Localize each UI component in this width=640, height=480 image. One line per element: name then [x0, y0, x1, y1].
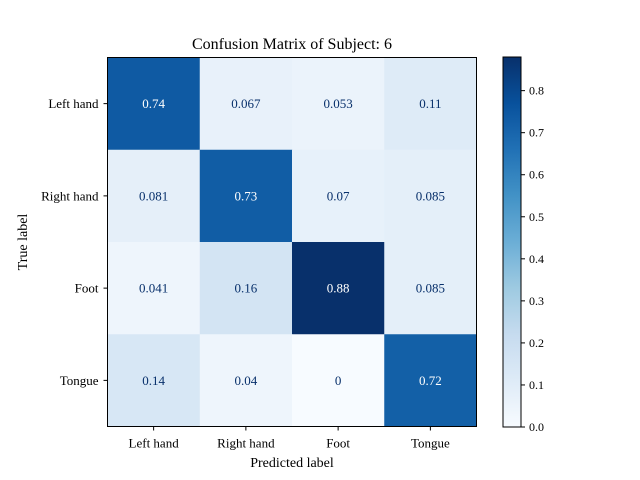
cell-value-label: 0 — [335, 373, 342, 388]
colorbar-tick-label: 0.1 — [529, 378, 544, 392]
cell-value-label: 0.07 — [327, 188, 350, 203]
heatmap-cell — [292, 149, 385, 243]
heatmap-cell — [384, 149, 477, 243]
y-axis-label: True label — [16, 214, 31, 271]
cell-value-label: 0.081 — [139, 188, 168, 203]
cell-value-label: 0.053 — [324, 96, 353, 111]
heatmap-cell — [384, 334, 477, 427]
plot-frame — [107, 57, 477, 427]
heatmap-cell — [292, 57, 385, 151]
x-axis-ticks: Left hand Right hand Foot Tongue — [129, 426, 450, 451]
heatmap-cell — [199, 334, 293, 427]
y-axis-ticks: Left hand Right hand Foot Tongue — [41, 96, 108, 388]
cell-value-label: 0.72 — [419, 373, 442, 388]
cell-value-label: 0.16 — [235, 281, 258, 296]
cell-value-label: 0.14 — [142, 373, 165, 388]
colorbar-tick-label: 0.3 — [529, 294, 544, 308]
colorbar-tick-label: 0.8 — [529, 84, 544, 98]
x-tick-label: Left hand — [129, 436, 180, 451]
cell-value-label: 0.04 — [235, 373, 258, 388]
colorbar-tick-label: 0.7 — [529, 126, 544, 140]
cell-value-label: 0.11 — [419, 96, 441, 111]
cell-value-label: 0.085 — [416, 188, 445, 203]
heatmap-cell — [384, 242, 477, 335]
colorbar-tick-label: 0.0 — [529, 420, 544, 434]
heatmap-cell — [292, 334, 385, 427]
y-tick-label: Tongue — [60, 373, 99, 388]
x-axis-label: Predicted label — [250, 456, 334, 471]
cell-value-label: 0.88 — [327, 281, 350, 296]
cell-value-label: 0.041 — [139, 281, 168, 296]
heatmap-cell — [107, 242, 201, 335]
cell-value-label: 0.085 — [416, 281, 445, 296]
heatmap-cell — [107, 57, 201, 151]
x-tick-label: Tongue — [411, 436, 450, 451]
cell-value-label: 0.74 — [142, 96, 165, 111]
y-tick-label: Right hand — [41, 188, 99, 203]
heatmap-cell — [384, 57, 477, 151]
heatmap-cell — [107, 334, 201, 427]
heatmap-cell — [199, 149, 293, 243]
colorbar-tick-label: 0.4 — [529, 252, 544, 266]
colorbar-tick-label: 0.2 — [529, 336, 544, 350]
colorbar-ticks: 0.0 0.1 0.2 0.3 0.4 0.5 0.6 0.7 0.8 — [521, 84, 544, 434]
cell-value-label: 0.73 — [235, 188, 258, 203]
heatmap-cell — [199, 57, 293, 151]
colorbar-tick-label: 0.6 — [529, 168, 544, 182]
heatmap-cells: 0.74 0.067 0.053 0.11 0.081 0.73 0.07 0.085 0.04… — [107, 57, 477, 427]
colorbar-tick-label: 0.5 — [529, 210, 544, 224]
chart-title: Confusion Matrix of Subject: 6 — [192, 36, 392, 53]
heatmap-cell — [107, 149, 201, 243]
x-tick-label: Right hand — [217, 436, 275, 451]
heatmap-cell — [199, 242, 293, 335]
y-tick-label: Foot — [75, 281, 99, 296]
y-tick-label: Left hand — [48, 96, 99, 111]
heatmap-cell — [292, 242, 385, 335]
x-tick-label: Foot — [326, 436, 350, 451]
colorbar — [502, 56, 522, 428]
cell-value-label: 0.067 — [231, 96, 261, 111]
